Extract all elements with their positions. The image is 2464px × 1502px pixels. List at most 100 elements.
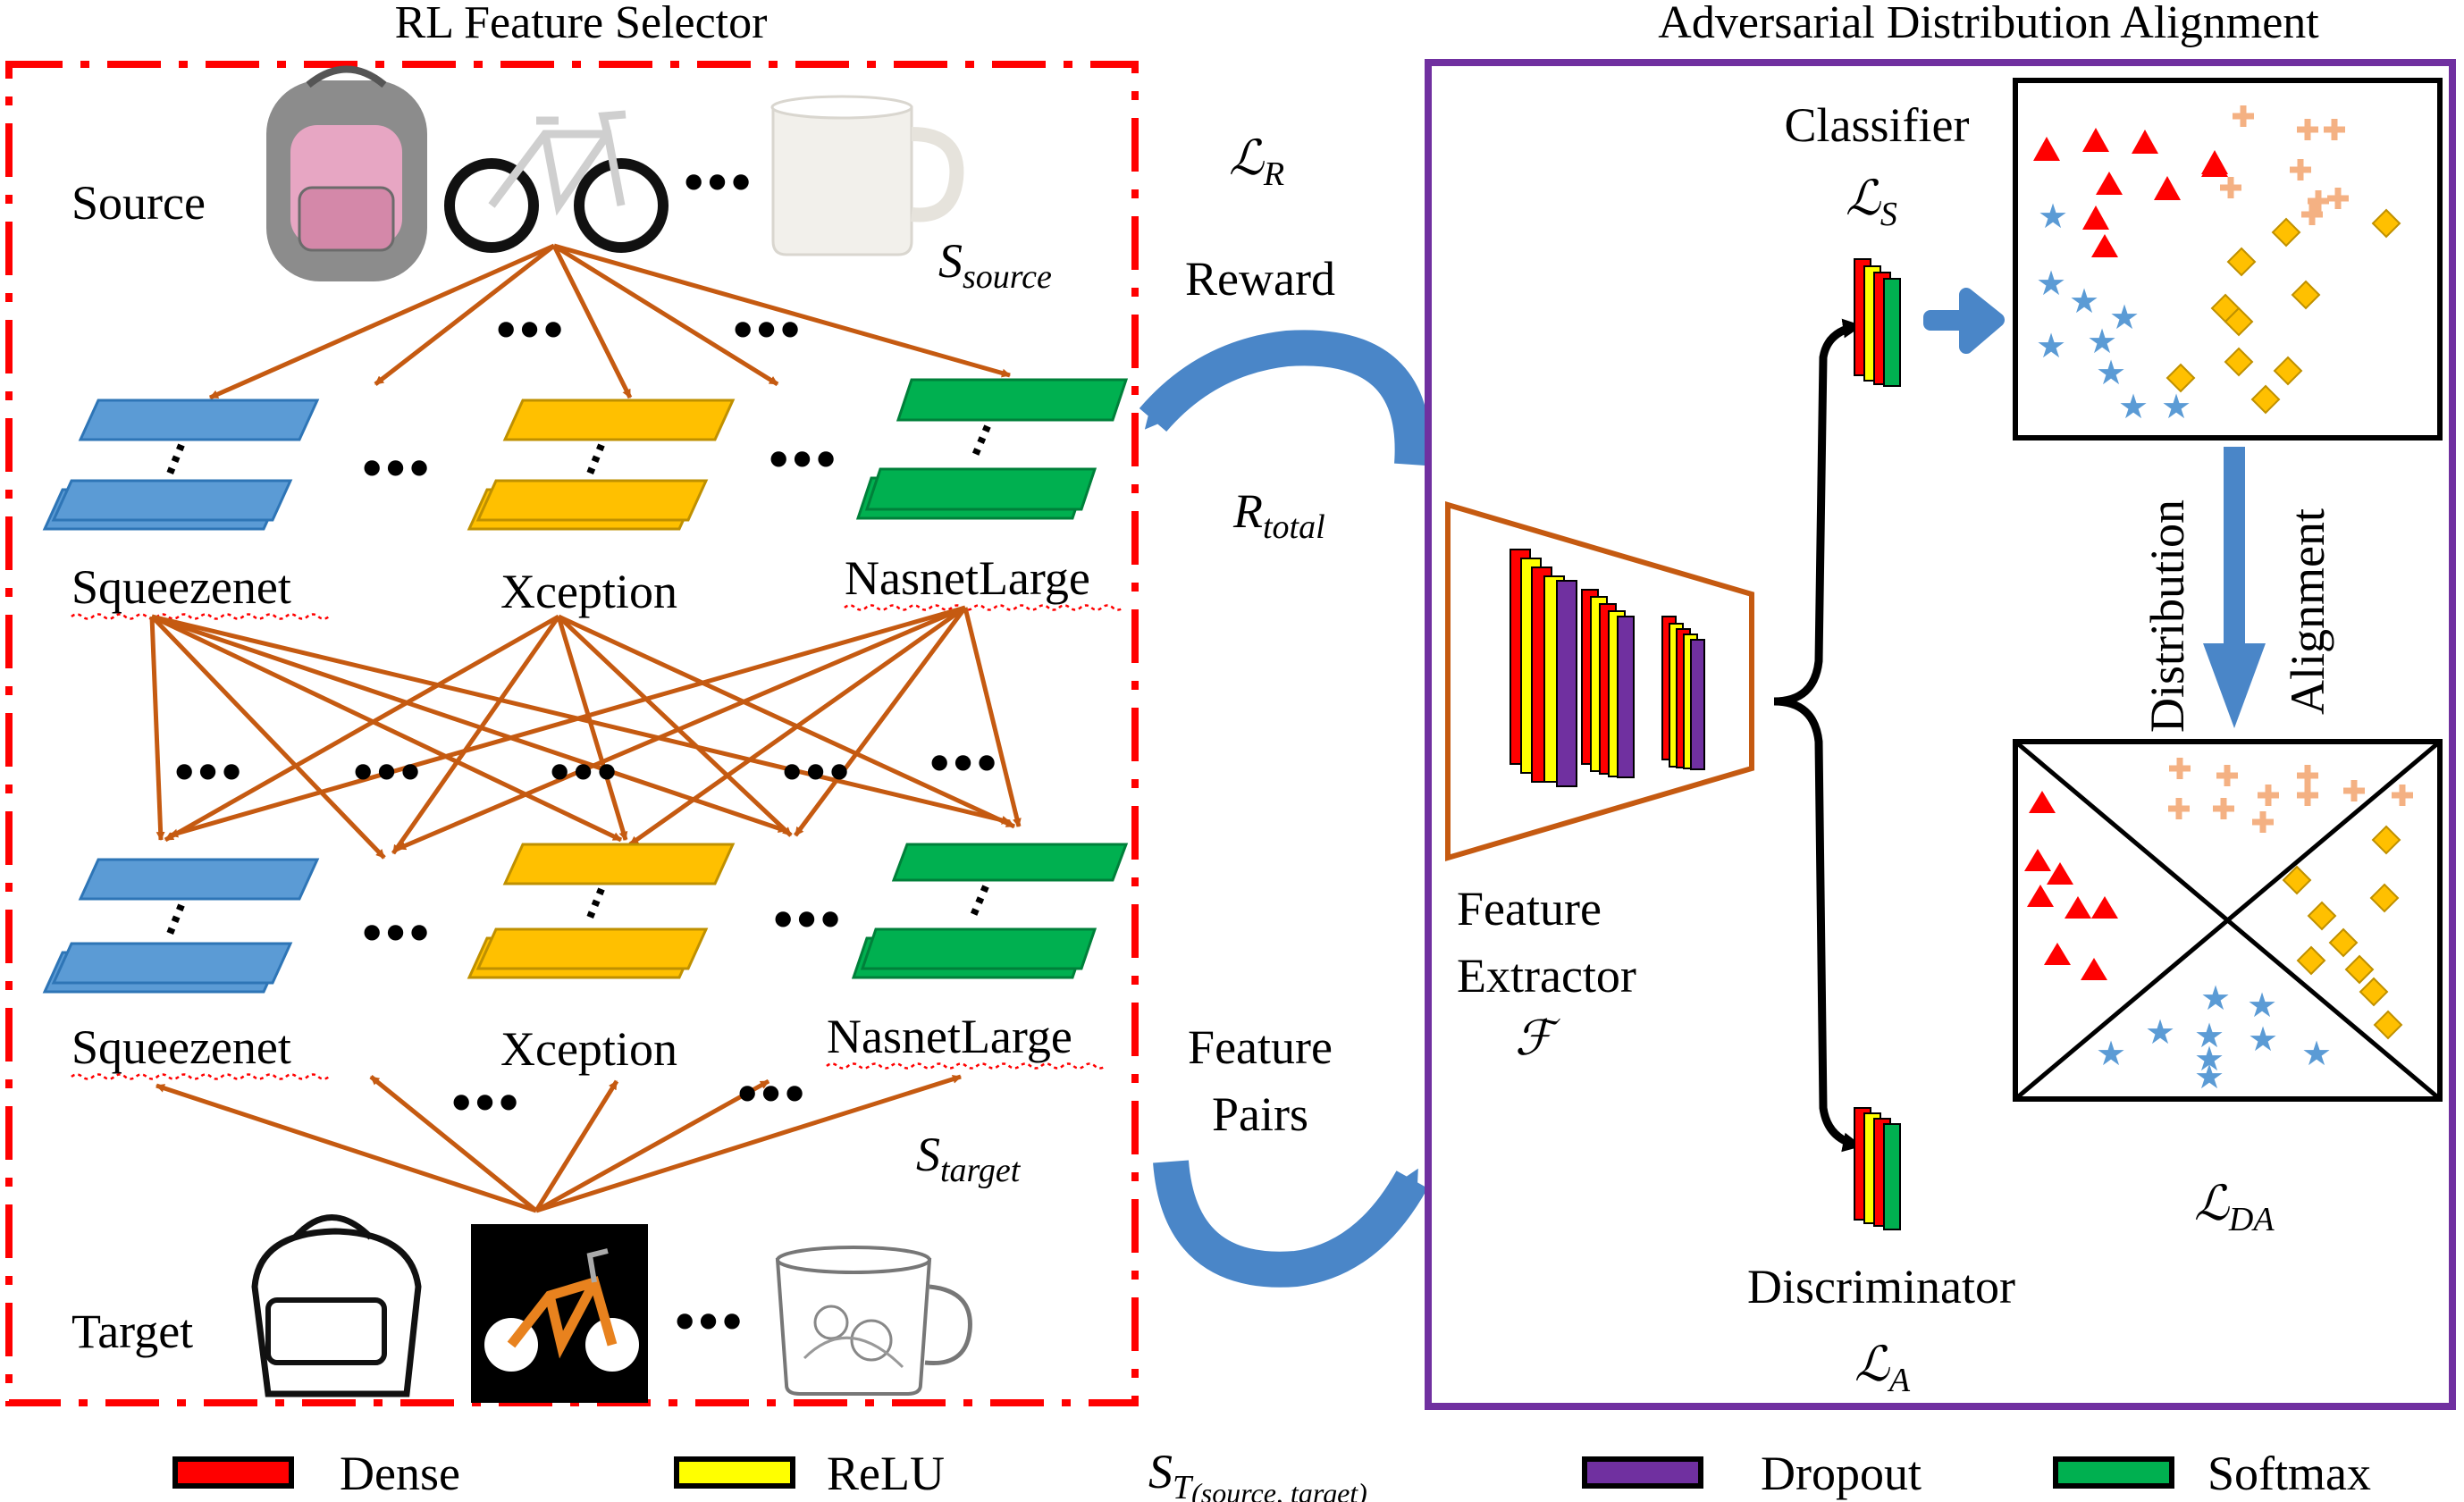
mug-sketch-icon [775, 1246, 972, 1396]
classifier-label: Classifier [1785, 98, 1970, 152]
nasnet-label-top: NasnetLarge [845, 551, 1090, 605]
svg-text:★: ★ [2087, 322, 2117, 361]
legend-label-dropout: Dropout [1761, 1447, 1922, 1500]
alignment-label: Alignment [2281, 508, 2334, 715]
target-label: Target [71, 1305, 193, 1358]
loss-a-symbol: ℒA [1854, 1338, 1911, 1399]
ellipsis-8: ••• [782, 740, 853, 803]
spellcheck-underline [71, 613, 330, 620]
svg-text:★: ★ [2248, 1020, 2278, 1059]
adversarial-alignment-title: Adversarial Distribution Alignment [1658, 0, 2319, 48]
xception-label-top: Xception [500, 565, 677, 618]
svg-text:★: ★ [2096, 353, 2126, 392]
r-total-symbol: Rtotal [1232, 484, 1325, 546]
svg-text:★: ★ [2118, 387, 2149, 426]
ellipsis-5: ••• [174, 740, 245, 803]
loss-r-symbol: ℒR [1229, 131, 1284, 193]
discriminator-layers [1854, 1107, 1901, 1230]
xception-feature-stack-bottom [467, 843, 736, 979]
svg-text:★: ★ [2194, 1016, 2224, 1055]
ellipsis-10: ••• [362, 901, 433, 964]
ellipsis-9: ••• [929, 731, 1000, 794]
ellipsis-4: ••• [769, 427, 839, 491]
bicycle-clipart-icon [471, 1224, 648, 1403]
ellipsis-6: ••• [353, 740, 424, 803]
svg-text:★: ★ [2096, 1034, 2126, 1073]
ellipsis-12: ••• [451, 1070, 522, 1134]
svg-text:★: ★ [2036, 326, 2066, 365]
svg-text:★: ★ [2109, 298, 2140, 337]
ellipsis-7: ••• [550, 740, 620, 803]
nasnet-feature-stack-top [855, 378, 1129, 520]
svg-text:★: ★ [2194, 1039, 2224, 1078]
ellipsis-1: ••• [496, 298, 567, 361]
source-label: Source [71, 176, 206, 230]
feature-pairs-label-line1: Feature [1188, 1020, 1333, 1074]
distribution-label: Distribution [2140, 499, 2194, 733]
legend: Dense ReLU ST(source, target) Dropout So… [172, 1445, 2371, 1502]
feature-extractor-label-line2: Extractor [1457, 949, 1636, 1003]
squeezenet-feature-stack-bottom [42, 858, 320, 994]
spellcheck-underline [71, 1073, 330, 1080]
svg-text:★: ★ [2036, 264, 2066, 303]
nasnet-label-bottom: NasnetLarge [827, 1010, 1072, 1063]
scatter-before-alignment [2013, 78, 2443, 441]
legend-swatch-dense [172, 1456, 294, 1489]
squeezenet-feature-stack-top [42, 399, 320, 531]
cross-arrows [149, 605, 1022, 860]
svg-text:★: ★ [2145, 1012, 2175, 1052]
legend-label-dense: Dense [340, 1447, 460, 1500]
legend-swatch-dropout [1582, 1456, 1703, 1489]
division-line-2 [2014, 740, 2442, 1101]
ellipsis-13: ••• [737, 1061, 808, 1125]
scatter-before-markers: ★ ★ ★ ★ ★ ★ ★ ★ ★ [2033, 105, 2401, 426]
classifier-output-arrow [1923, 288, 2005, 354]
set-s-t-symbol: ST(source, target) [1148, 1445, 1367, 1502]
ellipsis-3: ••• [362, 436, 433, 499]
squeezenet-label-top: Squeezenet [71, 560, 291, 614]
legend-label-softmax: Softmax [2208, 1447, 2371, 1500]
spellcheck-underline [826, 1062, 1106, 1070]
legend-swatch-softmax [2053, 1456, 2174, 1489]
classifier-layers [1854, 258, 1901, 387]
svg-text:★: ★ [2038, 197, 2068, 236]
svg-text:★: ★ [2301, 1034, 2332, 1073]
svg-text:★: ★ [2161, 387, 2191, 426]
backpack-photo-icon [266, 65, 427, 281]
ellipsis-11: ••• [773, 887, 844, 951]
s-target-symbol: Starget [916, 1128, 1022, 1189]
nasnet-feature-stack-bottom [851, 843, 1129, 979]
feature-pairs-cycle-arrow [1153, 1160, 1428, 1288]
scatter-after-markers: ★ ★ ★ ★ ★ ★ ★ ★ ★ [2024, 758, 2413, 1096]
reward-cycle-arrow [1139, 330, 1431, 466]
discriminator-label: Discriminator [1747, 1260, 2015, 1313]
s-source-symbol: Ssource [938, 234, 1052, 296]
adversarial-alignment-frame [1425, 59, 2456, 1410]
spellcheck-underline [844, 604, 1124, 611]
feature-extractor-symbol: ℱ [1515, 1011, 1560, 1065]
target-ellipsis: ••• [675, 1289, 745, 1353]
xception-label-bottom: Xception [500, 1022, 677, 1076]
brace-upper-arrow [1773, 318, 1863, 706]
bicycle-photo-icon [444, 110, 669, 253]
svg-text:★: ★ [2200, 978, 2231, 1018]
legend-label-relu: ReLU [827, 1447, 945, 1500]
loss-da-symbol: ℒDA [2194, 1177, 2275, 1238]
feature-extractor-layers [1510, 549, 1705, 787]
rl-feature-selector-title: RL Feature Selector [395, 0, 768, 48]
brace-lower-arrow [1773, 697, 1863, 1153]
reward-label: Reward [1185, 252, 1335, 306]
ellipsis-2: ••• [733, 298, 803, 361]
svg-text:★: ★ [2247, 986, 2277, 1025]
legend-swatch-relu [674, 1456, 795, 1489]
mug-photo-icon [770, 95, 964, 256]
loss-s-symbol: ℒS [1846, 172, 1897, 233]
distribution-alignment-arrow-head [2203, 643, 2266, 728]
feature-pairs-label-line2: Pairs [1212, 1087, 1308, 1141]
xception-feature-stack-top [467, 399, 736, 531]
backpack-sketch-icon [251, 1214, 422, 1397]
target-arrows [156, 1074, 962, 1213]
squeezenet-label-bottom: Squeezenet [71, 1020, 291, 1074]
distribution-alignment-arrow-shaft [2224, 447, 2245, 643]
